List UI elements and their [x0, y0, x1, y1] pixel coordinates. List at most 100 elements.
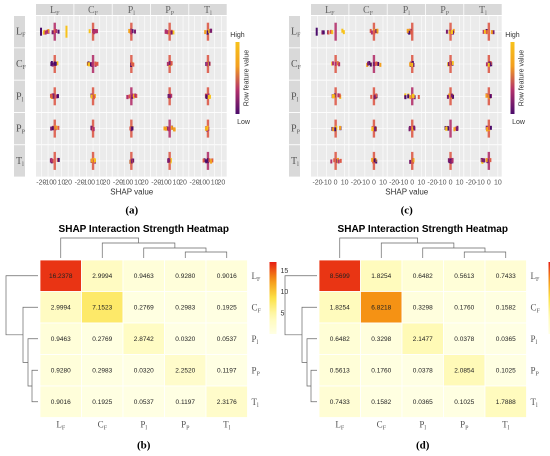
shap-point — [453, 127, 456, 132]
shap-point — [57, 157, 60, 162]
heatmap-row-label: LF — [252, 271, 262, 283]
cell-value-label: 0.1925 — [217, 304, 237, 311]
dendrogram-left — [5, 275, 38, 336]
x-tick-label: 10 — [341, 180, 349, 187]
dendrogram-top — [143, 247, 207, 258]
cell-value-label: 0.0378 — [454, 336, 474, 343]
x-tick-label: -20 — [113, 180, 123, 187]
cell-value-label: 1.7888 — [496, 399, 516, 406]
heatmap-row-label-main: C — [252, 302, 258, 312]
shap-point — [321, 30, 324, 35]
shap-point — [163, 126, 166, 131]
x-tick-label: 0 — [449, 180, 453, 187]
cell-value-label: 0.0320 — [134, 367, 154, 374]
cell-value-label: 0.0537 — [217, 336, 237, 343]
dendrogram-top — [463, 251, 507, 258]
shap-point — [208, 94, 211, 99]
shap-point — [209, 28, 212, 33]
shap-point — [341, 28, 344, 33]
heatmap-col-label-main: P — [181, 420, 186, 430]
shap-point — [202, 158, 205, 163]
shap-point — [337, 93, 340, 98]
panel-caption: (d) — [416, 440, 430, 452]
cell-value-label: 0.1197 — [176, 399, 196, 406]
facet-col-label-main: T — [479, 5, 485, 16]
facet-strip-row — [289, 48, 300, 80]
x-tick-label: -20 — [312, 180, 322, 187]
x-tick-label: -20 — [36, 180, 46, 187]
shap-point — [205, 94, 208, 99]
heatmap-cell — [205, 291, 248, 324]
shap-point-column — [372, 119, 376, 138]
facet-col-label: PP — [440, 5, 450, 17]
heatmap-cell — [318, 354, 361, 387]
shap-point — [93, 158, 96, 163]
x-tick-label: 0 — [487, 180, 491, 187]
facet-col-label: CF — [88, 5, 99, 17]
shap-point — [377, 61, 380, 66]
shap-point-column — [487, 22, 491, 41]
shap-point — [44, 30, 47, 35]
heatmap-colorbar — [548, 262, 550, 334]
heatmap-col-label: Pl — [140, 420, 147, 432]
shap-point — [409, 62, 412, 67]
shap-point-column — [53, 151, 56, 170]
shap-point — [485, 62, 488, 67]
heatmap-row-label-sub: l — [257, 403, 259, 409]
heatmap-cell — [81, 354, 124, 387]
heatmap-cell — [484, 259, 527, 292]
heatmap-col-label: PP — [460, 420, 469, 432]
facet-row-label: LF — [16, 27, 26, 39]
heatmap-cell — [81, 259, 124, 292]
cell-value-label: 0.7433 — [496, 273, 516, 280]
heatmap-row-label: Pl — [252, 334, 259, 346]
cell-value-label: 0.0320 — [175, 336, 195, 343]
heatmap-cell — [39, 354, 82, 387]
shap-point — [413, 95, 416, 100]
shap-point — [447, 158, 450, 163]
heatmap-col-label-sub: l — [424, 426, 426, 432]
cell-value-label: 0.1582 — [496, 304, 516, 311]
interaction-heatmap-d: SHAP Interaction Strength Heatmap 8.5699 1… — [284, 224, 550, 452]
facet-row-label-sub: l — [297, 97, 299, 103]
shap-point — [90, 94, 93, 99]
cell-value-label: 0.1925 — [92, 399, 112, 406]
heatmap-col-label: Pl — [419, 420, 426, 432]
heatmap-cell — [318, 385, 361, 418]
heatmap-col-label-sub: F — [104, 426, 108, 432]
shap-point — [130, 61, 133, 66]
cell-value-label: 2.1477 — [413, 336, 433, 343]
shap-point — [334, 127, 337, 132]
shap-point — [333, 94, 336, 99]
cell-value-label: 0.2769 — [134, 304, 154, 311]
shap-point — [96, 61, 99, 66]
heatmap-cell — [205, 259, 248, 292]
cell-value-label: 0.3298 — [413, 304, 433, 311]
facet-row-label: CF — [16, 59, 27, 71]
heatmap-row-label: Pl — [531, 334, 538, 346]
heatmap-cell — [360, 259, 403, 292]
heatmap-cell — [205, 322, 248, 355]
x-tick-label: -10 — [196, 180, 206, 187]
shap-point — [492, 30, 495, 35]
shap-point — [371, 157, 374, 162]
shap-point — [450, 93, 453, 98]
facet-row-label: Pl — [16, 91, 24, 103]
shap-point — [339, 125, 342, 130]
facet-col-label-main: C — [363, 5, 370, 16]
x-tick-label: 0 — [168, 180, 172, 187]
heatmap-cell — [205, 385, 248, 418]
shap-point — [487, 125, 490, 130]
shap-point — [375, 61, 378, 66]
shap-point — [40, 27, 43, 36]
heatmap-cell — [443, 259, 486, 292]
shap-point — [65, 25, 68, 38]
x-tick-label: 0 — [91, 180, 95, 187]
heatmap-cell — [443, 385, 486, 418]
shap-point — [166, 61, 169, 66]
heatmap-cell — [81, 291, 124, 324]
cell-value-label: 2.8742 — [134, 336, 154, 343]
heatmap-row-label-main: L — [252, 271, 258, 281]
shap-point — [315, 27, 318, 36]
facet-row-label-main: P — [16, 91, 22, 102]
